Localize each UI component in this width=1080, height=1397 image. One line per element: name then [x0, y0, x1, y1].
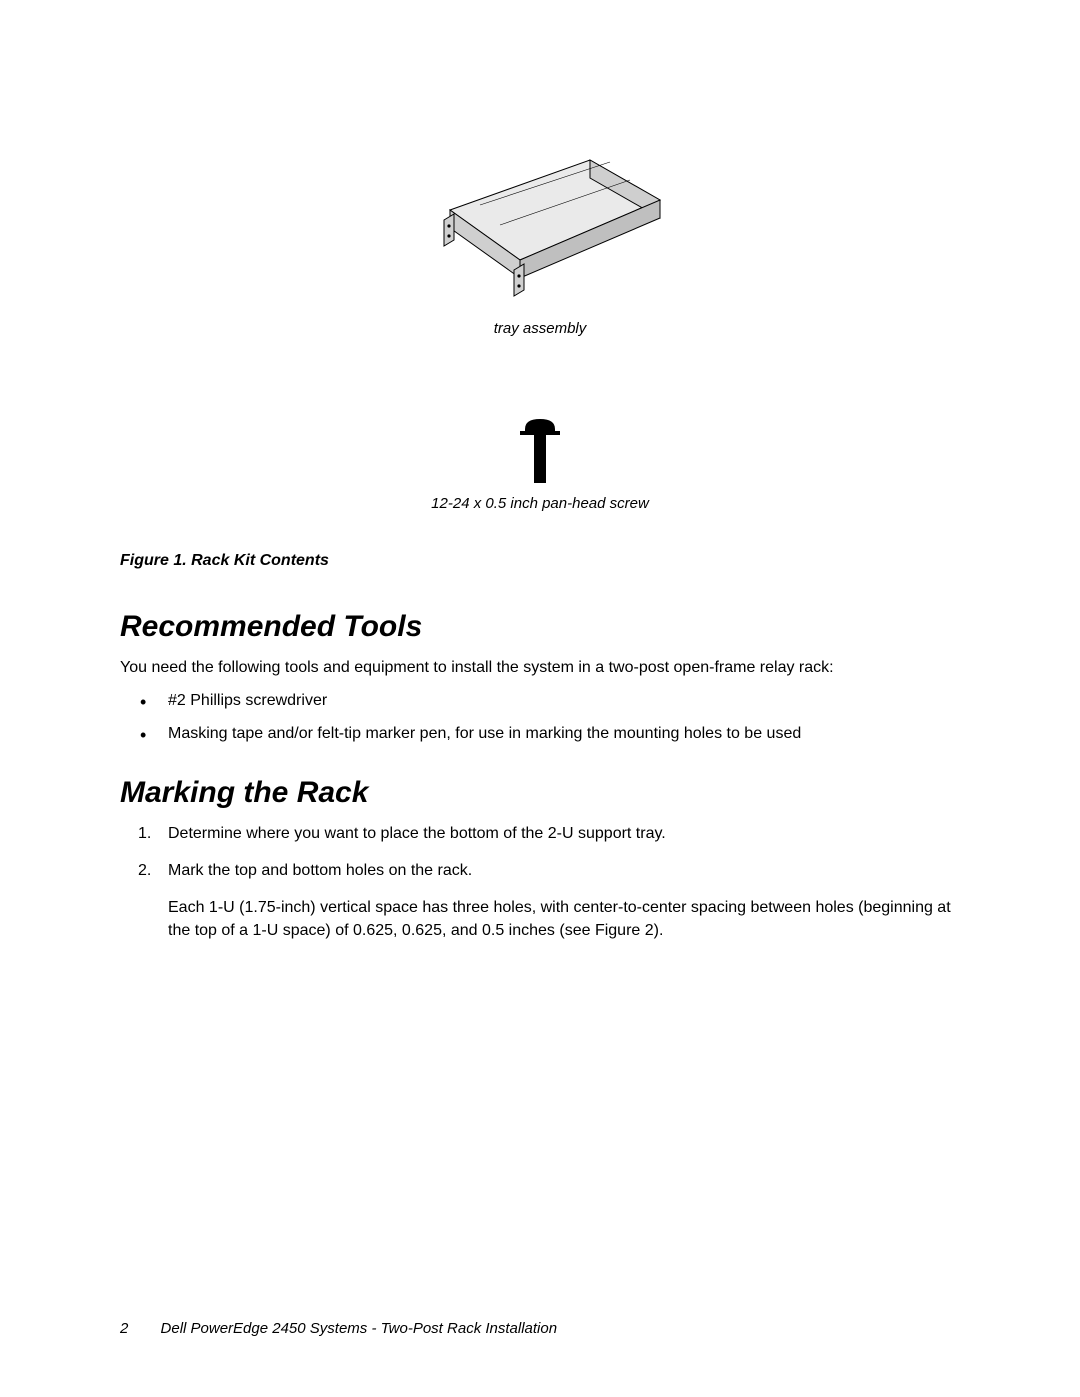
list-item: #2 Phillips screwdriver [150, 689, 960, 712]
tray-label: tray assembly [410, 320, 670, 337]
screw-figure: 12-24 x 0.5 inch pan-head screw [120, 417, 960, 512]
tools-list: #2 Phillips screwdriver Masking tape and… [120, 689, 960, 745]
tray-assembly-icon [410, 150, 670, 310]
footer-text: Dell PowerEdge 2450 Systems - Two-Post R… [161, 1320, 558, 1337]
step-item: Mark the top and bottom holes on the rac… [150, 859, 960, 943]
step-subtext: Each 1-U (1.75-inch) vertical space has … [168, 896, 960, 942]
step-item: Determine where you want to place the bo… [150, 822, 960, 845]
section-title-marking: Marking the Rack [120, 776, 960, 810]
marking-steps: Determine where you want to place the bo… [120, 822, 960, 943]
tray-figure: tray assembly [410, 150, 670, 377]
page-number: 2 [120, 1320, 128, 1337]
step-text: Mark the top and bottom holes on the rac… [168, 862, 472, 879]
screw-label: 12-24 x 0.5 inch pan-head screw [120, 495, 960, 512]
section-title-tools: Recommended Tools [120, 610, 960, 644]
list-item: Masking tape and/or felt-tip marker pen,… [150, 722, 960, 745]
document-page: tray assembly 12-24 x 0.5 inch pan-head … [0, 0, 1080, 1397]
step-text: Determine where you want to place the bo… [168, 825, 666, 842]
figure-caption: Figure 1. Rack Kit Contents [120, 552, 960, 570]
figure-area: tray assembly 12-24 x 0.5 inch pan-head … [120, 150, 960, 570]
pan-head-screw-icon [515, 417, 565, 487]
tools-intro: You need the following tools and equipme… [120, 656, 960, 679]
page-footer: 2 Dell PowerEdge 2450 Systems - Two-Post… [120, 1320, 557, 1337]
